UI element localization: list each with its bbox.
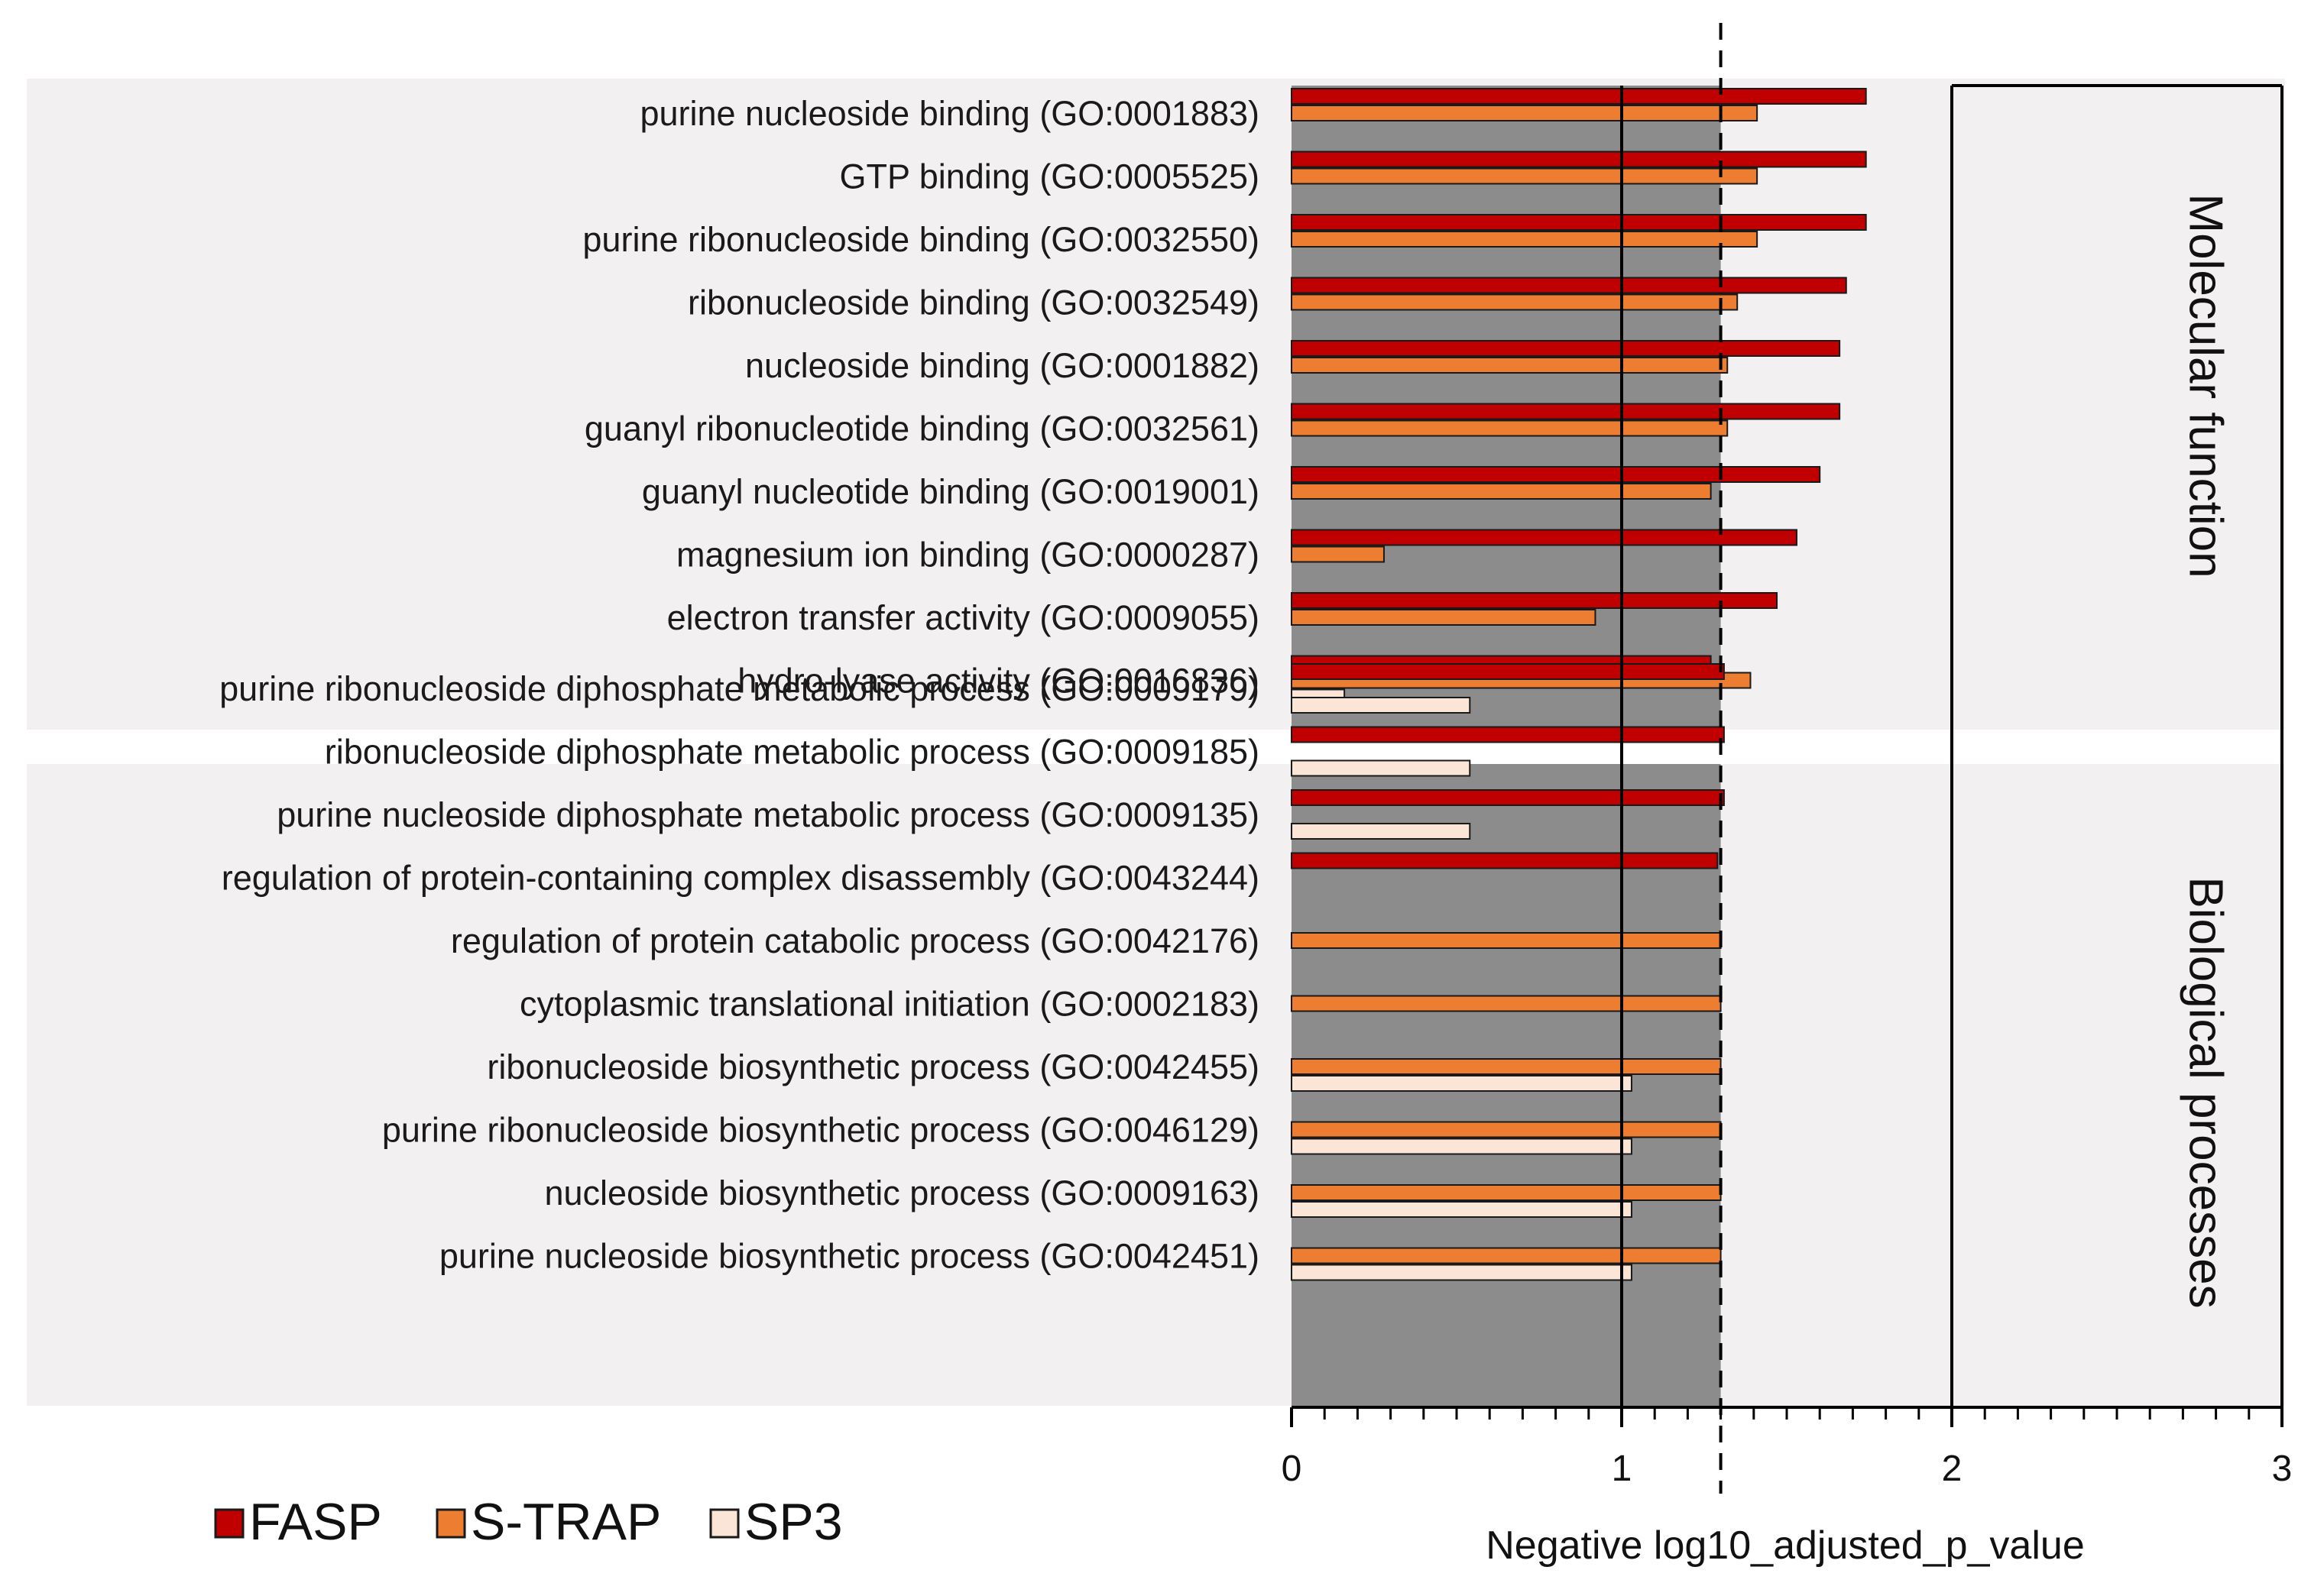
bar-s-trap-15: [1291, 995, 1722, 1012]
bar-sp3-11: [1291, 759, 1471, 777]
section-label-molecular-function: Molecular function: [2180, 193, 2232, 578]
bar-fasp-10: [1291, 663, 1725, 680]
category-label: purine nucleoside biosynthetic process (…: [439, 1237, 1259, 1276]
category-label: purine nucleoside binding (GO:0001883): [640, 94, 1259, 133]
category-label: ribonucleoside biosynthetic process (GO:…: [487, 1047, 1259, 1086]
bar-s-trap-16: [1291, 1058, 1722, 1075]
category-label: regulation of protein-containing complex…: [222, 859, 1259, 898]
bar-s-trap-2: [1291, 231, 1758, 248]
legend-swatch-fasp: [214, 1508, 245, 1539]
category-label: purine ribonucleoside diphosphate metabo…: [219, 669, 1259, 708]
section-background-biological-processes: [27, 764, 2285, 1406]
bar-fasp-5: [1291, 403, 1841, 420]
bar-s-trap-3: [1291, 293, 1739, 311]
category-label: purine ribonucleoside binding (GO:003255…: [582, 220, 1259, 259]
bar-fasp-2: [1291, 214, 1867, 231]
x-tick-label: 1: [1612, 1449, 1632, 1489]
bar-sp3-18: [1291, 1201, 1632, 1218]
bar-sp3-12: [1291, 823, 1471, 840]
bar-fasp-11: [1291, 726, 1725, 743]
bar-sp3-10: [1291, 697, 1471, 714]
category-label: ribonucleoside diphosphate metabolic pro…: [325, 733, 1259, 772]
bar-fasp-3: [1291, 277, 1847, 294]
bar-fasp-1: [1291, 151, 1867, 168]
bar-s-trap-17: [1291, 1121, 1722, 1138]
bar-s-trap-14: [1291, 932, 1722, 949]
bar-sp3-17: [1291, 1138, 1632, 1155]
category-label: hydro-lyase activity (GO:0016836): [737, 662, 1259, 701]
category-label: nucleoside binding (GO:0001882): [745, 346, 1259, 385]
bar-fasp-6: [1291, 466, 1821, 483]
bar-sp3-19: [1291, 1264, 1632, 1281]
legend-label-sp3: SP3: [744, 1493, 843, 1551]
bar-fasp-0: [1291, 88, 1867, 105]
bar-fasp-7: [1291, 529, 1797, 546]
category-label: purine ribonucleoside biosynthetic proce…: [382, 1111, 1259, 1150]
bar-fasp-8: [1291, 592, 1778, 609]
x-tick-label: 2: [1942, 1449, 1963, 1489]
legend-swatch-sp3: [709, 1508, 740, 1539]
bar-fasp-4: [1291, 340, 1841, 357]
category-label: GTP binding (GO:0005525): [840, 157, 1260, 196]
bar-s-trap-8: [1291, 609, 1596, 626]
bar-s-trap-7: [1291, 545, 1385, 563]
bar-s-trap-18: [1291, 1184, 1722, 1201]
bar-s-trap-0: [1291, 105, 1758, 121]
bar-fasp-12: [1291, 789, 1725, 806]
category-label: regulation of protein catabolic process …: [451, 921, 1259, 960]
category-label: nucleoside biosynthetic process (GO:0009…: [544, 1174, 1259, 1212]
bar-fasp-13: [1291, 852, 1719, 869]
category-label: guanyl ribonucleotide binding (GO:003256…: [585, 410, 1259, 448]
category-label: electron transfer activity (GO:0009055): [667, 598, 1259, 637]
section-label-biological-processes: Biological processes: [2180, 876, 2232, 1308]
category-label: purine nucleoside diphosphate metabolic …: [277, 795, 1259, 834]
legend-label-s-trap: S-TRAP: [471, 1493, 661, 1551]
bar-s-trap-1: [1291, 167, 1758, 185]
category-label: cytoplasmic translational initiation (GO…: [520, 985, 1259, 1024]
category-label: ribonucleoside binding (GO:0032549): [688, 283, 1259, 322]
bar-s-trap-19: [1291, 1247, 1722, 1264]
x-tick-label: 3: [2272, 1449, 2293, 1489]
category-label: guanyl nucleotide binding (GO:0019001): [642, 472, 1259, 511]
bar-s-trap-5: [1291, 419, 1729, 437]
bar-sp3-16: [1291, 1075, 1632, 1092]
section-background-molecular-function: [27, 79, 2285, 730]
legend-swatch-s-trap: [436, 1508, 466, 1539]
legend-label-fasp: FASP: [249, 1493, 382, 1551]
category-label: magnesium ion binding (GO:0000287): [676, 536, 1259, 575]
x-tick-label: 0: [1282, 1449, 1302, 1489]
bar-s-trap-4: [1291, 357, 1729, 374]
x-axis-title: Negative log10_adjusted_p_value: [1486, 1523, 2085, 1568]
bar-s-trap-6: [1291, 483, 1712, 500]
